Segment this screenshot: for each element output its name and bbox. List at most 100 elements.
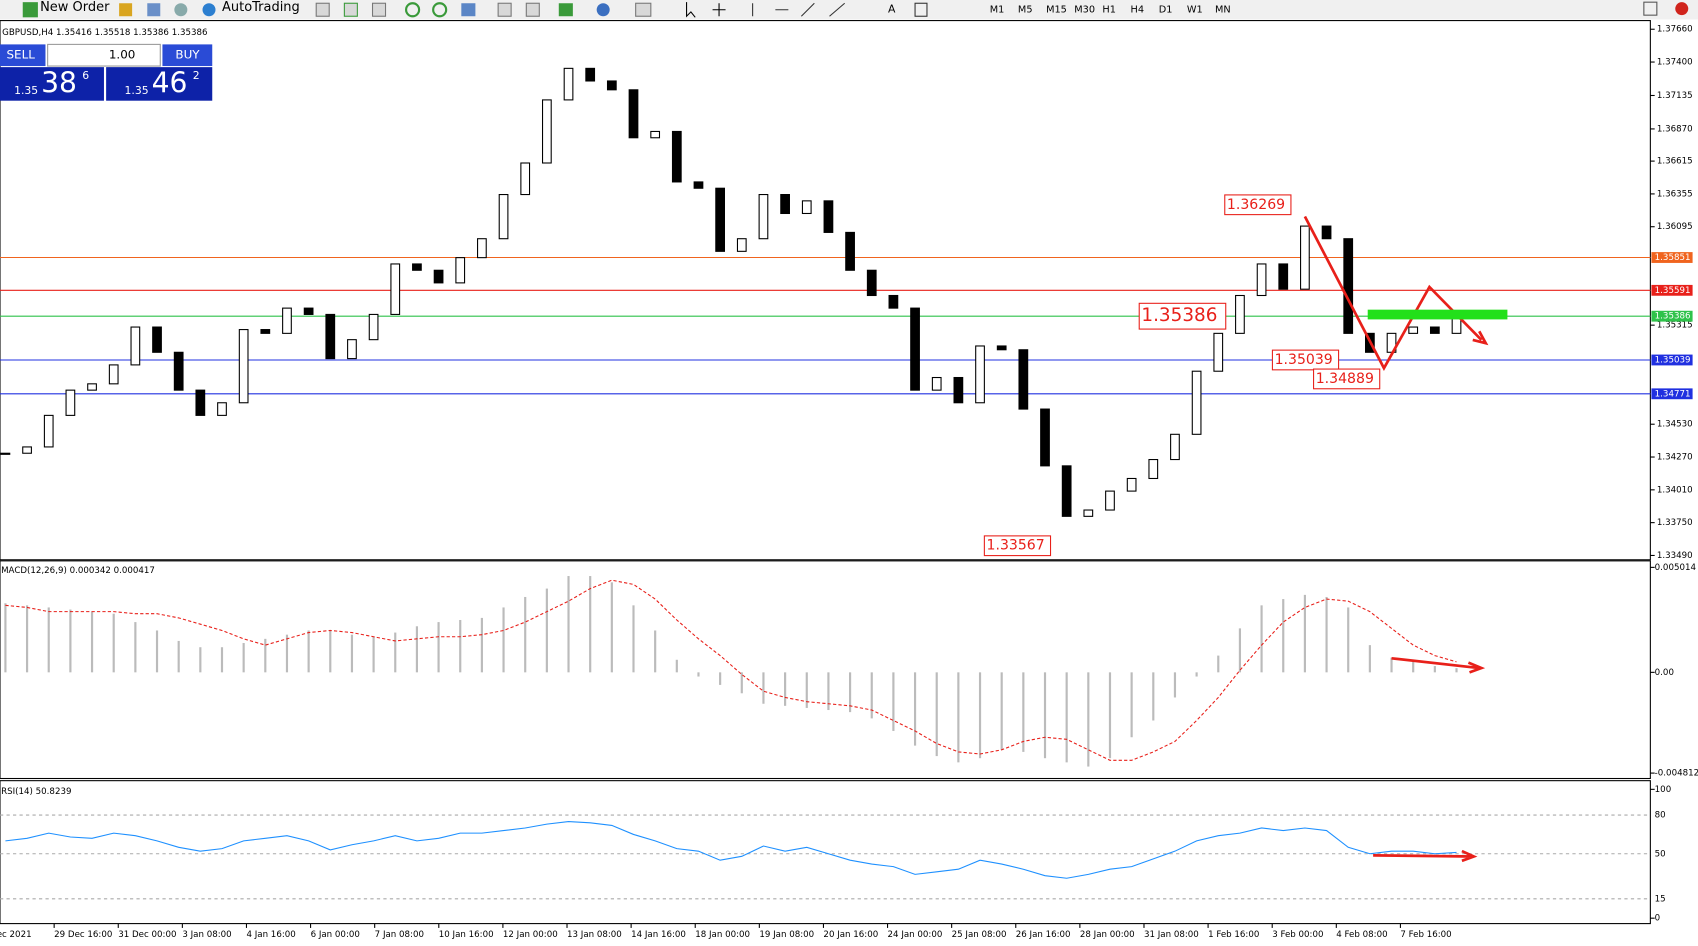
crosshair-icon[interactable] [712, 3, 726, 17]
date-label: 20 Jan 16:00 [823, 930, 878, 940]
timeframe-button[interactable]: M1 [990, 5, 1005, 16]
label-tool[interactable] [914, 2, 928, 17]
bid-box[interactable] [0, 67, 104, 101]
tool-icon[interactable] [119, 3, 133, 17]
macd-bar [4, 603, 7, 673]
lot-value[interactable]: 1.00 [109, 48, 136, 62]
tool-icon[interactable] [497, 2, 512, 17]
macd-bar [220, 647, 224, 673]
timeframe-button[interactable]: H1 [1102, 5, 1116, 16]
date-label: 18 Jan 00:00 [695, 930, 750, 940]
timeframe-button[interactable]: W1 [1187, 5, 1203, 16]
macd-bar [242, 643, 245, 673]
candle [325, 313, 336, 360]
template-icon[interactable] [635, 2, 652, 17]
macd-bar [285, 634, 289, 673]
candle [1429, 326, 1440, 334]
tool-icon[interactable] [147, 3, 161, 17]
macd-bar [740, 672, 743, 694]
candle [217, 402, 227, 416]
new-order-icon[interactable] [22, 2, 38, 18]
period-icon[interactable] [596, 3, 610, 17]
macd-bar [1173, 672, 1177, 698]
arrow-head [1472, 330, 1489, 346]
autotrading-button[interactable]: AutoTrading [222, 0, 300, 15]
rsi-label: RSI(14) 50.8239 [1, 787, 71, 797]
timeframe-button[interactable]: MN [1215, 5, 1231, 16]
zoom-out[interactable] [432, 2, 448, 18]
buy-label[interactable]: BUY [175, 48, 200, 62]
annotation-box [1138, 302, 1227, 330]
timeframe-button[interactable]: H4 [1131, 5, 1145, 16]
macd-bar [437, 622, 440, 673]
macd-bar [675, 659, 678, 673]
price-tick-label: 1.34010 [1657, 485, 1693, 495]
timeframe-button[interactable]: M5 [1018, 5, 1033, 16]
date-label: 28 Jan 00:00 [1080, 930, 1135, 940]
rsi-frame [0, 780, 1651, 925]
ask-box[interactable] [106, 67, 213, 101]
annotation-box [1313, 368, 1381, 390]
candle [1235, 294, 1245, 334]
macd-bar [849, 672, 852, 713]
timeframe-button[interactable]: M30 [1074, 5, 1095, 16]
candle [1191, 370, 1202, 435]
sell-label[interactable]: SELL [6, 48, 35, 62]
macd-bar [1130, 672, 1133, 738]
price-tick-label: 1.36355 [1657, 189, 1693, 199]
price-tick-label: 1.37400 [1657, 58, 1693, 68]
macd-bar [415, 626, 419, 673]
buy-button[interactable] [162, 44, 213, 67]
date-label: 31 Dec 00:00 [118, 930, 176, 940]
level-tag [1651, 354, 1693, 366]
macd-bar [697, 672, 700, 677]
level-tag-label: 1.34771 [1655, 389, 1691, 399]
lot-input[interactable] [47, 43, 161, 67]
tool-icon[interactable] [315, 2, 330, 17]
candle [823, 200, 834, 233]
macd-bar [1433, 666, 1436, 673]
candle [368, 313, 379, 341]
annotation-box [1271, 349, 1340, 371]
rsi-tick-label: 100 [1655, 785, 1672, 795]
tool-icon[interactable] [343, 2, 358, 17]
macd-bar [805, 672, 808, 708]
candle [238, 329, 249, 404]
indicator-icon[interactable] [558, 3, 573, 17]
date-label: 7 Jan 08:00 [375, 930, 424, 940]
candle [953, 376, 964, 404]
tool-icon[interactable] [174, 3, 188, 17]
new-order-button[interactable]: New Order [40, 0, 110, 15]
candle [1126, 477, 1137, 492]
cursor-icon[interactable] [686, 2, 696, 18]
macd-bar [1347, 607, 1350, 673]
timeframe-button[interactable]: D1 [1159, 5, 1173, 16]
candle [173, 351, 184, 391]
tile-icon[interactable] [461, 3, 476, 17]
tool-icon[interactable] [525, 2, 540, 17]
notification-icon[interactable] [1675, 2, 1689, 16]
sell-button[interactable] [0, 44, 46, 67]
date-label: 29 Dec 16:00 [54, 930, 112, 940]
price-tick-label: 1.36095 [1657, 222, 1693, 232]
tool-icon[interactable] [371, 2, 387, 17]
annotation: 1.35039 [1275, 352, 1333, 368]
macd-bar [1022, 672, 1025, 752]
text-tool[interactable]: A [888, 3, 896, 16]
candle [152, 326, 162, 353]
autotrading-icon[interactable] [202, 3, 216, 17]
price-tick-label: 1.37660 [1657, 25, 1693, 35]
date-label: 12 Jan 00:00 [503, 930, 558, 940]
macd-label: MACD(12,26,9) 0.000342 0.000417 [1, 566, 155, 576]
timeframe-button[interactable]: M15 [1046, 5, 1067, 16]
candle [347, 339, 357, 360]
candle [455, 257, 466, 284]
search-icon[interactable] [1643, 1, 1658, 16]
zoom-in[interactable] [405, 2, 421, 18]
macd-bar [480, 617, 483, 673]
macd-bar [1282, 599, 1285, 673]
draw-tools[interactable] [752, 2, 846, 17]
candle [108, 364, 119, 385]
candle [1061, 465, 1072, 517]
macd-bar [394, 632, 397, 673]
